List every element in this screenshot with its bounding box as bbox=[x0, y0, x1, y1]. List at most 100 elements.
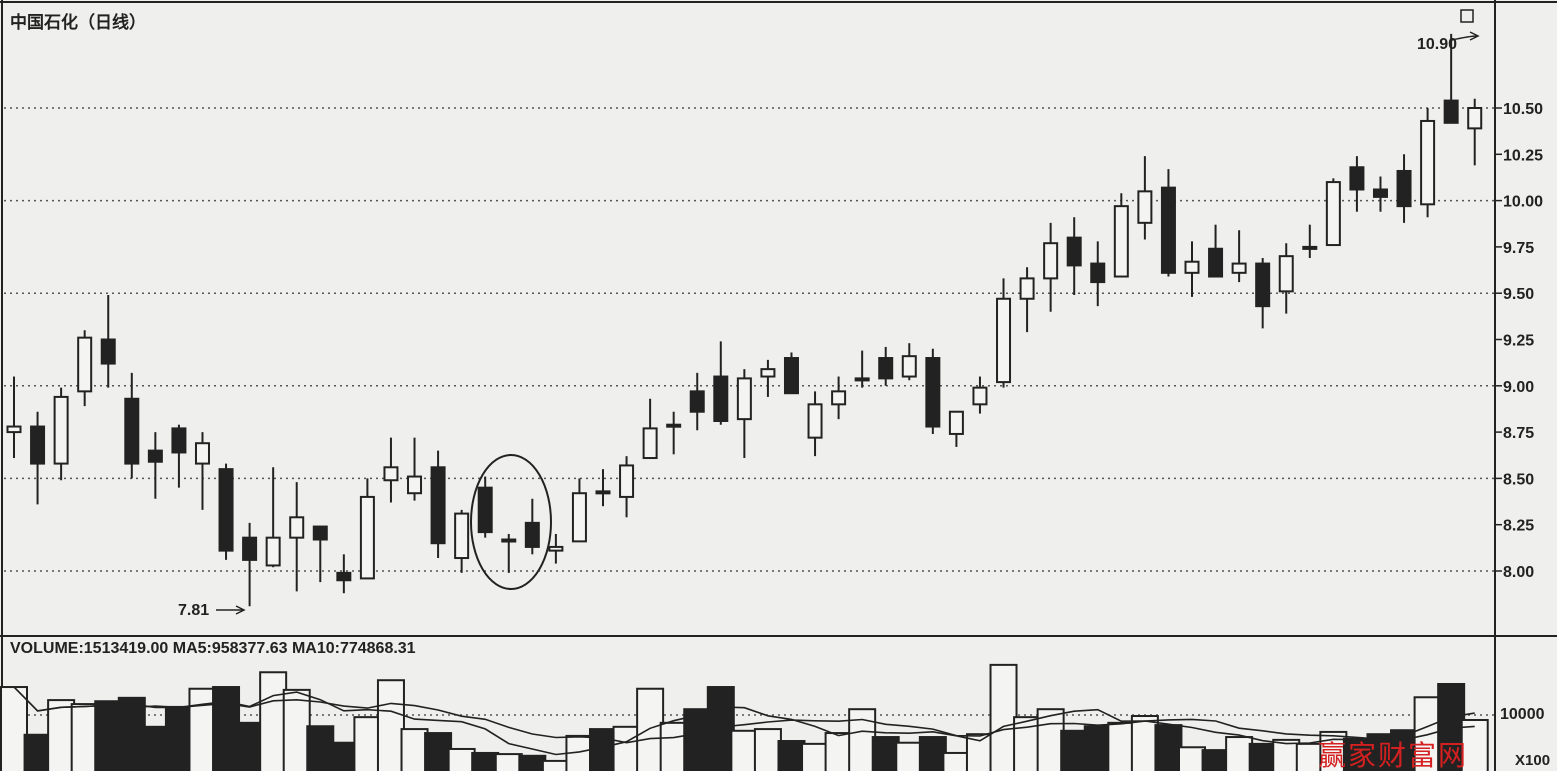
candle-body-down bbox=[595, 490, 611, 495]
volume-bar-down bbox=[518, 754, 547, 771]
volume-axis-tick: 10000 bbox=[1500, 706, 1545, 723]
candle-body-down bbox=[1090, 262, 1106, 284]
candle bbox=[1325, 178, 1341, 247]
volume-bar-up bbox=[1178, 746, 1206, 771]
volume-bar-down bbox=[117, 696, 146, 771]
candle-body-up bbox=[265, 536, 281, 567]
candle bbox=[571, 478, 587, 543]
candle-body-down bbox=[713, 375, 729, 422]
volume-bar-up bbox=[1036, 708, 1065, 771]
candle bbox=[1066, 217, 1082, 296]
volume-bar-up bbox=[0, 686, 28, 771]
price-tick-label: 9.50 bbox=[1503, 286, 1534, 303]
candle-body-up bbox=[6, 425, 22, 434]
candle bbox=[1349, 156, 1365, 212]
candle bbox=[901, 343, 917, 381]
volume-bar-up bbox=[753, 728, 782, 771]
candle-body-down bbox=[1160, 186, 1176, 274]
candle-body-down bbox=[100, 338, 116, 365]
candle-body-up bbox=[854, 377, 870, 382]
price-tick-label: 8.25 bbox=[1503, 518, 1534, 535]
candle bbox=[147, 432, 163, 499]
candle-body-up bbox=[760, 368, 776, 378]
volume-bar-up bbox=[895, 741, 924, 771]
candle-body-up bbox=[619, 464, 635, 498]
price-tick-label: 10.50 bbox=[1503, 101, 1543, 118]
panel-toggle-icon[interactable] bbox=[1460, 9, 1474, 23]
price-tick-label: 8.50 bbox=[1503, 471, 1534, 488]
candle-body-up bbox=[383, 466, 399, 482]
volume-ma5-line bbox=[13, 686, 1475, 756]
volume-ma10-line bbox=[13, 686, 1475, 744]
candle-body-up bbox=[831, 390, 847, 406]
volume-bar-up bbox=[965, 733, 994, 771]
volume-bar-up bbox=[70, 703, 99, 771]
volume-bar-down bbox=[235, 721, 264, 771]
candle bbox=[548, 533, 564, 564]
volume-bar-up bbox=[1460, 718, 1489, 771]
candle-body-up bbox=[642, 427, 658, 460]
high-price-annotation: 10.90 bbox=[1417, 36, 1458, 53]
candle-body-up bbox=[501, 538, 517, 543]
volume-bar-up bbox=[1295, 742, 1324, 771]
volume-bar-down bbox=[141, 725, 170, 771]
volume-axis-unit: X100 bbox=[1515, 752, 1551, 769]
volume-bar-down bbox=[424, 732, 453, 771]
volume-bar-down bbox=[94, 700, 123, 771]
candle bbox=[1090, 241, 1106, 307]
candle-body-up bbox=[996, 297, 1012, 384]
candle-body-down bbox=[1255, 262, 1271, 308]
highlight-circle bbox=[470, 454, 552, 590]
candle-body-up bbox=[901, 355, 917, 378]
price-tick-label: 10.00 bbox=[1503, 194, 1543, 211]
candle-body-up bbox=[1137, 190, 1153, 224]
candle bbox=[1019, 267, 1035, 333]
volume-bar-up bbox=[447, 747, 476, 771]
volume-bar-down bbox=[1366, 733, 1395, 771]
volume-bar-up bbox=[1130, 715, 1159, 771]
candle-body-up bbox=[1113, 205, 1129, 278]
candle-body-up bbox=[1420, 119, 1436, 206]
candle bbox=[242, 522, 258, 607]
candle bbox=[407, 437, 423, 501]
volume-bar-up bbox=[494, 753, 523, 771]
volume-bar-down bbox=[164, 705, 193, 771]
candle bbox=[878, 346, 894, 386]
candle-body-down bbox=[1396, 169, 1412, 208]
candle-body-up bbox=[666, 423, 682, 428]
volume-bar-up bbox=[942, 751, 971, 771]
candle bbox=[1160, 169, 1176, 277]
candle-body-down bbox=[925, 357, 941, 428]
candle-body-up bbox=[1302, 245, 1318, 250]
price-axis-ticks: 10.50 10.25 10.00 9.75 9.50 9.25 9.00 8.75 8.50 8… bbox=[1495, 101, 1543, 581]
volume-bar-down bbox=[683, 708, 712, 771]
candle bbox=[430, 450, 446, 559]
candle bbox=[194, 432, 210, 510]
candle bbox=[477, 476, 493, 538]
candle bbox=[1043, 222, 1059, 312]
candle bbox=[1302, 224, 1318, 259]
candle bbox=[1231, 230, 1247, 283]
candle-body-down bbox=[878, 357, 894, 380]
candle bbox=[1278, 243, 1294, 314]
candle bbox=[77, 330, 93, 407]
volume-bar-up bbox=[659, 721, 688, 771]
candle bbox=[289, 482, 305, 592]
candle-body-up bbox=[53, 395, 69, 465]
candle-body-up bbox=[454, 512, 470, 560]
candle bbox=[666, 411, 682, 455]
candle-body-up bbox=[972, 386, 988, 406]
volume-bar-up bbox=[989, 663, 1018, 771]
candle-body-down bbox=[783, 357, 799, 395]
candle-body-up bbox=[548, 545, 564, 552]
volume-bar-down bbox=[1248, 742, 1277, 771]
candle bbox=[1467, 98, 1483, 166]
low-price-annotation: 7.81 bbox=[178, 602, 210, 619]
volume-bar-up bbox=[636, 687, 665, 771]
volume-bar-up bbox=[353, 716, 382, 771]
candle bbox=[925, 348, 941, 434]
candle bbox=[30, 411, 46, 505]
candle bbox=[713, 341, 729, 425]
candle bbox=[831, 376, 847, 420]
candle bbox=[6, 376, 22, 459]
